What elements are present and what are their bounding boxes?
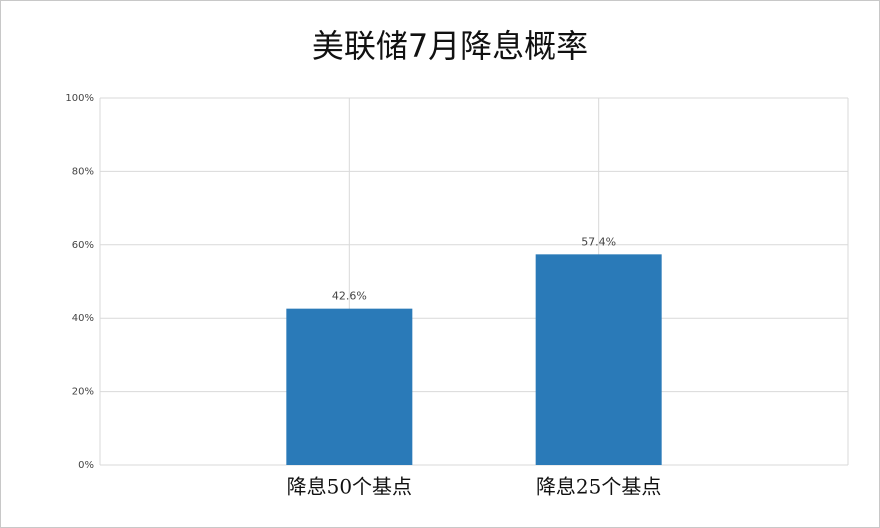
chart-title: 美联储7月降息概率	[312, 27, 588, 65]
y-tick-label: 20%	[72, 387, 94, 398]
y-tick-label: 60%	[72, 240, 94, 251]
value-label: 42.6%	[332, 290, 367, 303]
x-tick-label: 降息25个基点	[536, 475, 661, 499]
y-tick-label: 40%	[72, 313, 94, 324]
bar	[535, 254, 662, 465]
y-tick-label: 0%	[78, 460, 94, 471]
y-tick-label: 100%	[65, 93, 94, 104]
bar	[286, 308, 413, 465]
x-tick-label: 降息50个基点	[287, 475, 412, 499]
value-label: 57.4%	[581, 235, 616, 248]
y-tick-label: 80%	[72, 166, 94, 177]
